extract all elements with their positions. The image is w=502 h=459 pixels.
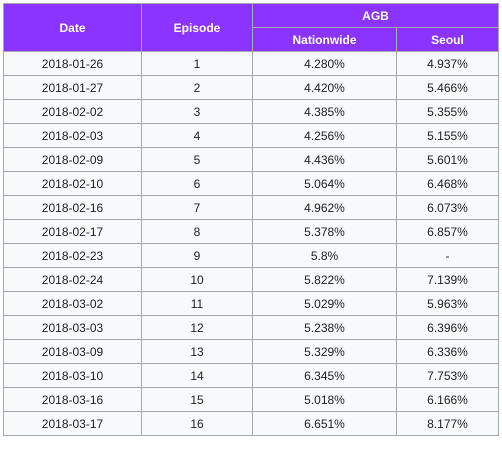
cell-nationwide: 4.962% <box>252 195 397 220</box>
table-row: 2018-02-09 5 4.436% 5.601% <box>3 147 500 172</box>
cell-date: 2018-03-02 <box>3 291 142 316</box>
cell-seoul: - <box>395 243 500 268</box>
cell-date: 2018-02-10 <box>3 171 142 196</box>
cell-date: 2018-02-17 <box>3 219 142 244</box>
cell-seoul: 5.601% <box>395 147 500 172</box>
ratings-table: Date Episode AGB Nationwide Seoul 2018-0… <box>3 3 500 436</box>
cell-episode: 10 <box>141 267 253 292</box>
header-agb-group: AGB <box>251 3 500 28</box>
cell-seoul: 7.139% <box>395 267 500 292</box>
cell-seoul: 4.937% <box>395 51 500 76</box>
header-date: Date <box>3 3 142 52</box>
cell-episode: 2 <box>141 75 253 100</box>
cell-episode: 9 <box>141 243 253 268</box>
table-row: 2018-03-10 14 6.345% 7.753% <box>3 363 500 388</box>
cell-episode: 13 <box>141 339 253 364</box>
header-row-top: Date Episode AGB <box>3 3 500 52</box>
table-row: 2018-03-17 16 6.651% 8.177% <box>3 411 500 436</box>
cell-seoul: 7.753% <box>395 363 500 388</box>
cell-date: 2018-01-27 <box>3 75 142 100</box>
cell-episode: 14 <box>141 363 253 388</box>
table-row: 2018-02-17 8 5.378% 6.857% <box>3 219 500 244</box>
cell-date: 2018-02-23 <box>3 243 142 268</box>
cell-seoul: 5.963% <box>395 291 500 316</box>
cell-episode: 15 <box>141 387 253 412</box>
cell-episode: 1 <box>141 51 253 76</box>
table-row: 2018-02-10 6 5.064% 6.468% <box>3 171 500 196</box>
header-seoul: Seoul <box>395 27 500 52</box>
cell-seoul: 6.468% <box>395 171 500 196</box>
cell-date: 2018-02-09 <box>3 147 142 172</box>
cell-episode: 8 <box>141 219 253 244</box>
cell-episode: 11 <box>141 291 253 316</box>
cell-episode: 5 <box>141 147 253 172</box>
cell-nationwide: 5.822% <box>252 267 397 292</box>
cell-episode: 16 <box>141 411 253 436</box>
cell-nationwide: 6.651% <box>252 411 397 436</box>
cell-seoul: 5.355% <box>395 99 500 124</box>
cell-episode: 7 <box>141 195 253 220</box>
cell-nationwide: 4.420% <box>252 75 397 100</box>
cell-nationwide: 5.8% <box>252 243 397 268</box>
ratings-table-container: Date Episode AGB Nationwide Seoul 2018-0… <box>3 3 500 436</box>
cell-date: 2018-03-10 <box>3 363 142 388</box>
cell-seoul: 6.336% <box>395 339 500 364</box>
cell-date: 2018-02-16 <box>3 195 142 220</box>
cell-date: 2018-03-16 <box>3 387 142 412</box>
cell-episode: 3 <box>141 99 253 124</box>
cell-nationwide: 6.345% <box>252 363 397 388</box>
header-row-sub: Nationwide Seoul <box>4 27 500 52</box>
cell-date: 2018-01-26 <box>3 51 142 76</box>
cell-nationwide: 5.238% <box>252 315 397 340</box>
table-row: 2018-03-03 12 5.238% 6.396% <box>3 315 500 340</box>
cell-nationwide: 4.436% <box>252 147 397 172</box>
table-row: 2018-02-23 9 5.8% - <box>3 243 500 268</box>
cell-episode: 4 <box>141 123 253 148</box>
cell-episode: 12 <box>141 315 253 340</box>
cell-nationwide: 5.378% <box>252 219 397 244</box>
table-row: 2018-03-02 11 5.029% 5.963% <box>3 291 500 316</box>
cell-nationwide: 5.018% <box>252 387 397 412</box>
cell-nationwide: 5.029% <box>252 291 397 316</box>
cell-date: 2018-02-03 <box>3 123 142 148</box>
cell-seoul: 6.073% <box>395 195 500 220</box>
cell-nationwide: 4.280% <box>252 51 397 76</box>
table-row: 2018-01-26 1 4.280% 4.937% <box>3 51 500 76</box>
table-row: 2018-03-09 13 5.329% 6.336% <box>3 339 500 364</box>
table-header: Date Episode AGB Nationwide Seoul <box>3 3 500 52</box>
cell-seoul: 6.857% <box>395 219 500 244</box>
cell-date: 2018-03-09 <box>3 339 142 364</box>
cell-date: 2018-02-02 <box>3 99 142 124</box>
cell-date: 2018-03-17 <box>3 411 142 436</box>
cell-nationwide: 5.064% <box>252 171 397 196</box>
table-body: 2018-01-26 1 4.280% 4.937% 2018-01-27 2 4.420%… <box>3 51 500 436</box>
cell-episode: 6 <box>141 171 253 196</box>
cell-seoul: 8.177% <box>395 411 500 436</box>
header-episode: Episode <box>141 3 253 52</box>
cell-date: 2018-02-24 <box>3 267 142 292</box>
cell-nationwide: 4.256% <box>252 123 397 148</box>
table-row: 2018-01-27 2 4.420% 5.466% <box>3 75 500 100</box>
cell-seoul: 5.155% <box>395 123 500 148</box>
table-row: 2018-02-02 3 4.385% 5.355% <box>3 99 500 124</box>
cell-seoul: 6.396% <box>395 315 500 340</box>
cell-seoul: 6.166% <box>395 387 500 412</box>
header-nationwide: Nationwide <box>252 27 397 52</box>
table-row: 2018-02-16 7 4.962% 6.073% <box>3 195 500 220</box>
table-row: 2018-02-03 4 4.256% 5.155% <box>3 123 500 148</box>
cell-date: 2018-03-03 <box>3 315 142 340</box>
cell-nationwide: 5.329% <box>252 339 397 364</box>
table-row: 2018-02-24 10 5.822% 7.139% <box>3 267 500 292</box>
cell-seoul: 5.466% <box>395 75 500 100</box>
table-row: 2018-03-16 15 5.018% 6.166% <box>3 387 500 412</box>
cell-nationwide: 4.385% <box>252 99 397 124</box>
